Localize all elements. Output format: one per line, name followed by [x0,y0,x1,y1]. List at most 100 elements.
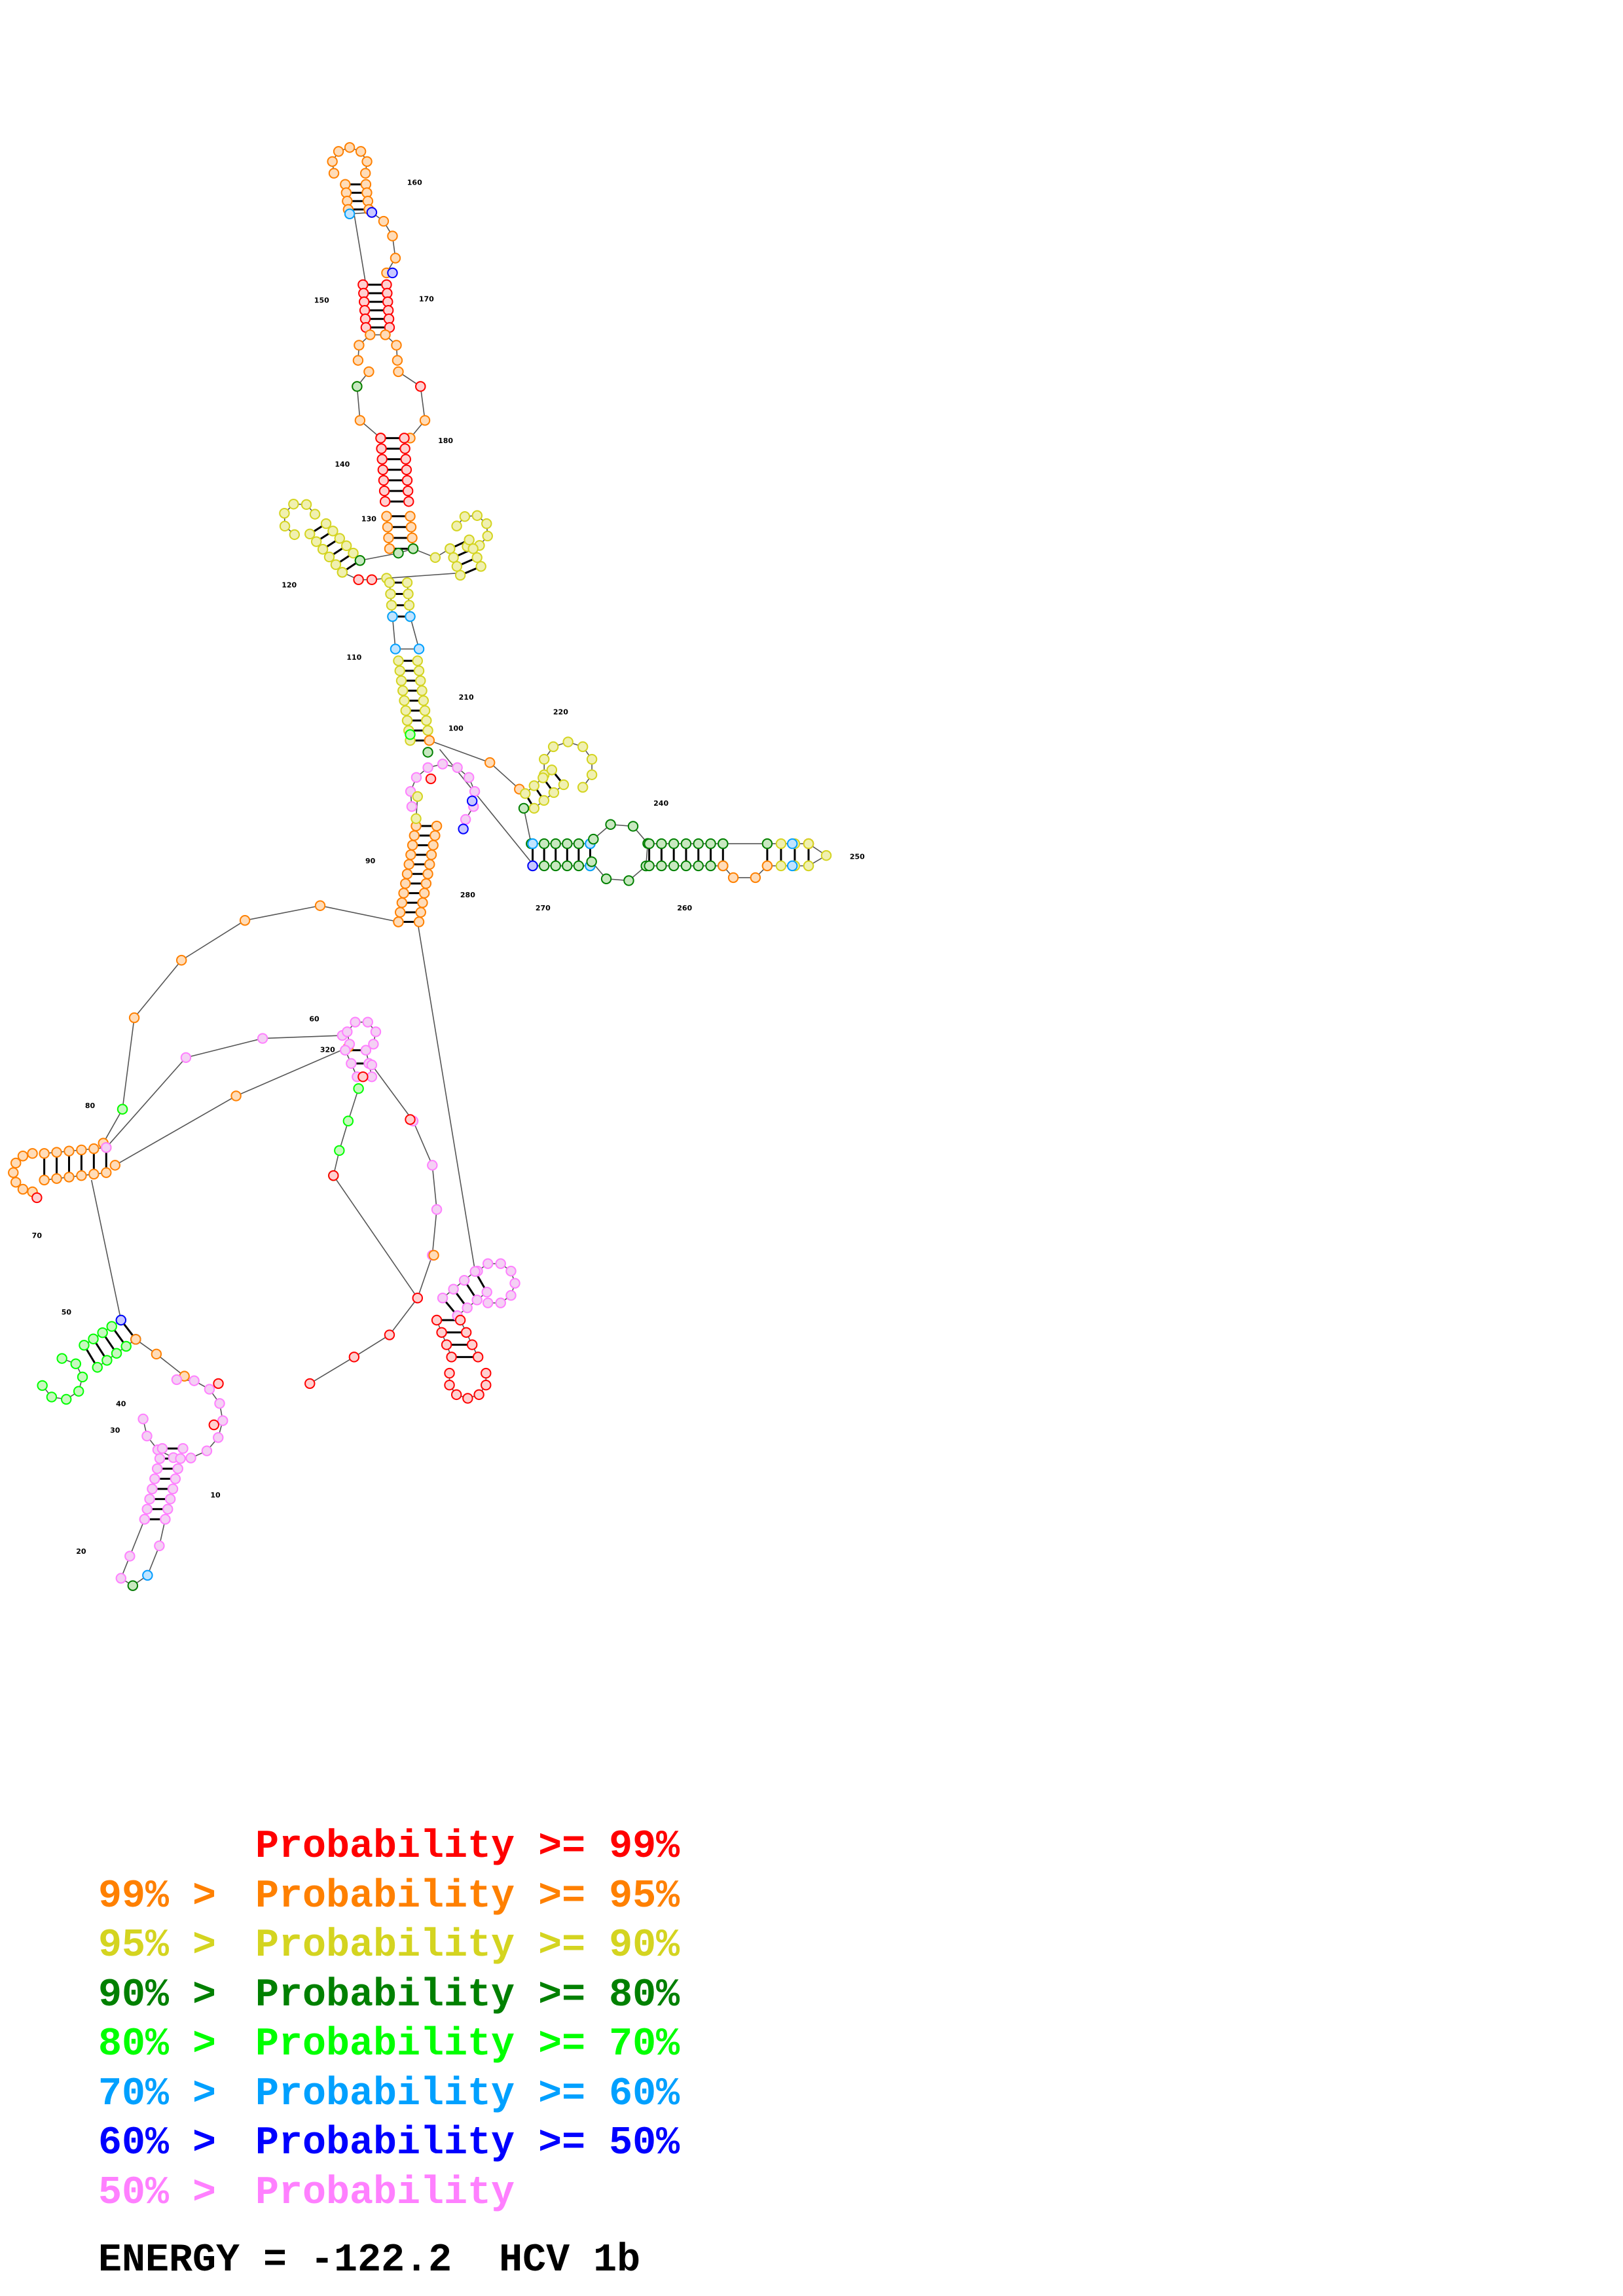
nucleotide [415,675,426,687]
nucleotide [320,518,332,529]
nucleotide [528,780,540,791]
nucleotide [76,1170,87,1181]
legend-row: 70% > Probability >= 60% [98,2070,818,2120]
position-label: 210 [459,693,474,702]
nucleotide [428,840,439,851]
nucleotide [444,1367,455,1379]
nucleotide [473,1389,484,1401]
nucleotide [393,655,404,666]
legend-text: Probability >= 90% [255,1924,680,1968]
nucleotide [482,530,493,542]
nucleotide [111,1348,122,1359]
nucleotide [483,1258,494,1269]
nucleotide [27,1148,38,1159]
nucleotide [394,665,405,677]
nucleotide [64,1145,75,1157]
energy-value: ENERGY = -122.2 [98,2238,452,2283]
nucleotide [431,1204,443,1215]
nucleotide [147,1483,158,1495]
backbone-segment [431,1165,437,1210]
nucleotide [361,156,373,167]
nucleotide [101,1355,113,1366]
nucleotide [139,1514,151,1525]
legend-row: 90% > Probability >= 80% [98,1971,818,2021]
nucleotide [481,1379,492,1391]
nucleotide [101,1142,112,1153]
nucleotide [376,443,387,454]
nucleotide [400,878,411,889]
position-label: 140 [335,460,350,469]
legend-text: Probability >= 95% [255,1874,680,1919]
nucleotide [10,1157,22,1169]
nucleotide [352,381,363,392]
nucleotide [588,833,599,845]
nucleotide [466,1339,478,1350]
nucleotide [413,665,425,677]
nucleotide [509,1278,520,1289]
nucleotide [407,840,418,851]
nucleotide [786,860,798,872]
nucleotide [141,1503,153,1515]
nucleotide [405,729,416,740]
backbone-segment [236,1047,349,1097]
nucleotide [141,1430,153,1442]
backbone-segment [263,1035,342,1039]
backbone-segment [416,922,476,1272]
nucleotide [600,873,612,884]
nucleotide [354,555,366,566]
nucleotide [279,507,290,519]
backbone-segment [90,1179,122,1321]
label-leader [90,1106,103,1143]
nucleotide [31,1192,43,1204]
nucleotide [120,1340,132,1352]
nucleotide [350,1016,361,1028]
nucleotide [327,526,338,537]
nucleotide [803,860,814,872]
position-labels: 10 20 30 40 50 60 70 80 90 100 110 120 130 140 150 160 1… [32,178,866,1555]
nucleotide [288,499,299,510]
nucleotide [117,1103,128,1115]
position-label: 110 [346,653,361,662]
nucleotide [546,764,558,776]
nucleotide [387,611,398,622]
nucleotide [693,838,704,850]
nucleotide [384,577,395,588]
nucleotide [360,1045,372,1056]
nucleotide [366,1059,378,1071]
nucleotide [407,543,419,554]
legend-prefix: 90% > [98,1973,240,2018]
nucleotide [448,1283,459,1295]
nucleotide [334,1145,345,1157]
nucleotide [481,518,492,529]
nucleotide [344,208,356,219]
legend-row: 95% > Probability >= 90% [98,1922,818,1971]
legend-prefix: 60% > [98,2121,240,2166]
nucleotide [718,838,729,850]
nucleotide [420,878,432,889]
nucleotide [405,611,416,622]
nucleotide [401,577,413,588]
nucleotide [786,838,798,850]
nucleotide [365,329,376,340]
nucleotide [289,529,301,541]
nucleotide [154,1540,165,1552]
position-label: 220 [553,708,568,717]
nucleotide [73,1386,84,1397]
nucleotide [208,1419,219,1431]
position-label: 130 [361,514,376,523]
nucleotide [605,819,616,830]
nucleotide [354,340,365,351]
nucleotide [154,1453,166,1464]
legend-prefix: 80% > [98,2022,240,2067]
nucleotide [462,1302,473,1314]
nucleotide [422,725,433,736]
nucleotide [383,532,394,544]
nucleotide [427,1160,438,1171]
nucleotide [328,168,340,179]
nucleotide [727,872,739,884]
nucleotide [448,552,459,564]
nucleotide [431,820,443,832]
nucleotide [539,753,550,765]
nucleotide [418,695,429,706]
legend-prefix: 50% > [98,2170,240,2215]
